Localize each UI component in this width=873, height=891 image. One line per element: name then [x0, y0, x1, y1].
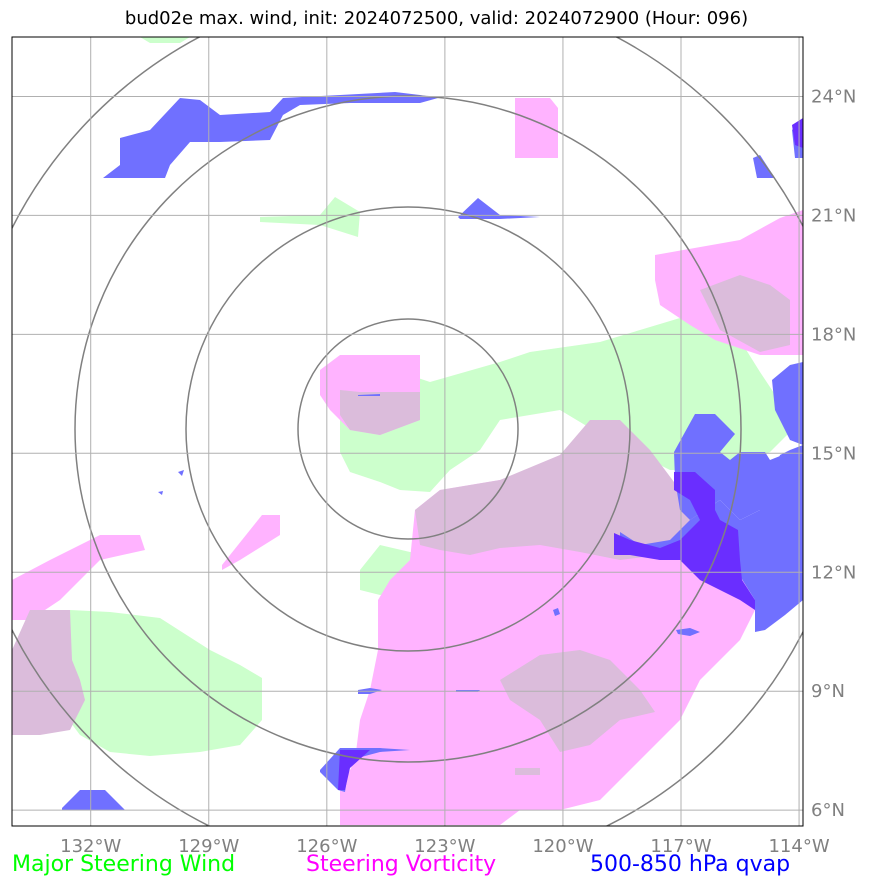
longitude-tick-label: 114°W	[768, 836, 829, 857]
latitude-tick-label: 9°N	[811, 681, 845, 702]
qvap-dense-field	[338, 118, 803, 790]
latitude-tick-label: 18°N	[811, 324, 856, 345]
longitude-tick-label: 123°W	[414, 836, 475, 857]
map-plot-area	[12, 37, 803, 826]
latitude-tick-labels: 6°N 9°N 12°N 15°N 18°N 21°N 24°N	[811, 86, 856, 821]
longitude-tick-label: 129°W	[178, 836, 239, 857]
latitude-tick-label: 21°N	[811, 205, 856, 226]
latitude-tick-label: 24°N	[811, 86, 856, 107]
overlap-field	[12, 275, 790, 775]
map-frame	[11, 36, 804, 827]
latitude-tick-label: 12°N	[811, 562, 856, 583]
latitude-tick-label: 6°N	[811, 800, 845, 821]
range-ring-1	[297, 318, 519, 540]
longitude-tick-labels: 132°W 129°W 126°W 123°W 120°W 117°W 114°W	[60, 836, 830, 857]
legend-steering-wind: Major Steering Wind	[12, 852, 236, 877]
map-title: bud02e max. wind, init: 2024072500, vali…	[124, 8, 749, 29]
longitude-tick-label: 117°W	[650, 836, 711, 857]
longitude-tick-label: 132°W	[60, 836, 121, 857]
longitude-tick-label: 120°W	[532, 836, 593, 857]
legend-steering-vorticity: Steering Vorticity	[306, 852, 497, 877]
range-ring-2	[185, 206, 631, 652]
latitude-tick-label: 15°N	[811, 443, 856, 464]
longitude-tick-label: 126°W	[296, 836, 357, 857]
legend-qvap: 500-850 hPa qvap	[590, 852, 791, 877]
grid-lines	[12, 37, 803, 826]
